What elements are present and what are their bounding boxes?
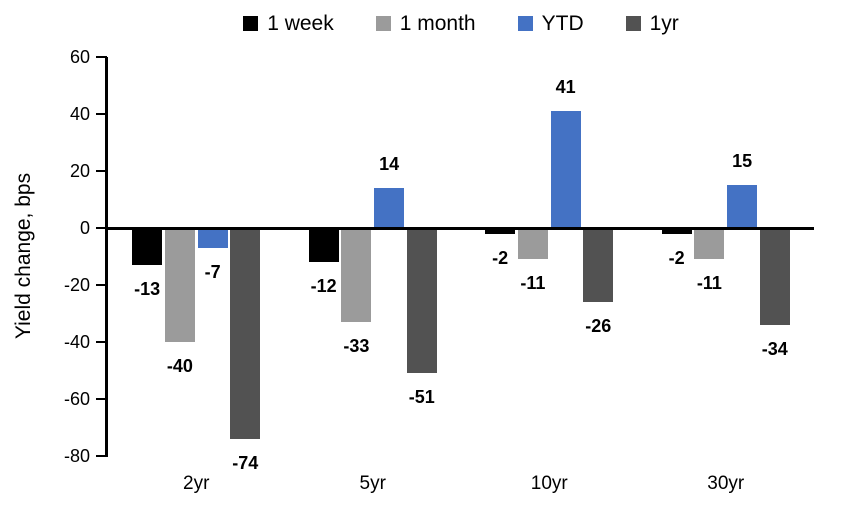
legend-item-1yr: 1yr <box>625 11 679 35</box>
bar-1yr-30yr <box>759 228 790 325</box>
legend-swatch-icon <box>375 15 391 31</box>
y-tick-label: -60 <box>63 389 90 409</box>
bar-value-label: -2 <box>668 247 685 268</box>
y-tick-mark <box>96 341 107 343</box>
bar-value-label: -26 <box>585 316 612 337</box>
y-tick-mark <box>96 170 107 172</box>
x-axis-line <box>105 226 814 230</box>
y-tick-mark <box>96 113 107 115</box>
y-tick-label: 60 <box>69 47 90 67</box>
legend-label: YTD <box>541 11 584 35</box>
bar-value-label: -51 <box>408 387 435 408</box>
bar-value-label: -40 <box>166 356 193 376</box>
bar-1yr-10yr <box>583 228 614 303</box>
bar-1-week-2yr <box>132 228 163 266</box>
bar-1-month-30yr <box>694 228 725 260</box>
y-axis-line <box>105 57 108 457</box>
legend-label: 1 week <box>267 11 334 35</box>
legend-label: 1 month <box>399 11 476 35</box>
bar-value-label: -11 <box>696 273 722 294</box>
x-axis-category-label: 30yr <box>707 473 745 494</box>
bar-value-label: -11 <box>520 273 546 294</box>
legend-item-1-week: 1 week <box>243 13 334 34</box>
bar-1-week-10yr <box>485 228 516 234</box>
legend-swatch-icon <box>625 15 641 31</box>
legend-swatch-icon <box>517 15 533 31</box>
y-tick-mark <box>96 398 107 400</box>
legend-item-ytd: YTD <box>517 11 584 35</box>
bar-1-month-10yr <box>517 228 548 260</box>
bar-1yr-5yr <box>406 228 437 374</box>
legend-item-1-month: 1 month <box>375 11 476 35</box>
bar-value-label: -7 <box>204 261 221 282</box>
bar-value-label: -33 <box>343 336 370 357</box>
x-axis-category-label: 5yr <box>359 473 386 494</box>
bar-ytd-10yr <box>550 111 581 228</box>
y-tick-label: 20 <box>69 161 90 181</box>
bar-1-month-2yr <box>164 228 195 342</box>
y-tick-label: -40 <box>63 332 90 352</box>
bar-1yr-2yr <box>230 228 261 439</box>
bar-value-label: -12 <box>310 276 337 297</box>
bar-value-label: 41 <box>555 77 576 98</box>
bar-value-label: -2 <box>492 247 509 268</box>
bar-ytd-2yr <box>197 228 228 248</box>
y-tick-mark <box>96 284 107 286</box>
bar-ytd-5yr <box>374 188 405 228</box>
y-tick-label: -20 <box>63 275 90 295</box>
bar-ytd-30yr <box>727 185 758 228</box>
bar-value-label: -74 <box>232 452 259 473</box>
y-tick-mark <box>96 227 107 229</box>
y-tick-label: 40 <box>69 104 90 124</box>
y-tick-mark <box>96 56 107 58</box>
chart-legend: 1 week 1 month YTD 1yr <box>108 8 814 38</box>
bar-1-month-5yr <box>341 228 372 323</box>
y-tick-label: -80 <box>63 446 90 466</box>
y-tick-mark <box>96 455 107 457</box>
x-axis-category-label: 2yr <box>183 473 210 494</box>
y-tick-label: 0 <box>79 218 90 238</box>
x-axis-category-label: 10yr <box>530 473 568 494</box>
y-axis-title: Yield change, bps <box>12 172 35 340</box>
bar-1-week-30yr <box>661 228 692 234</box>
bar-value-label: -34 <box>761 338 788 359</box>
bar-value-label: 14 <box>379 154 400 175</box>
bar-value-label: 15 <box>732 151 753 172</box>
bar-1-week-5yr <box>308 228 339 263</box>
bar-value-label: -13 <box>134 279 161 300</box>
legend-label: 1yr <box>649 11 679 35</box>
legend-swatch-icon <box>243 15 259 31</box>
